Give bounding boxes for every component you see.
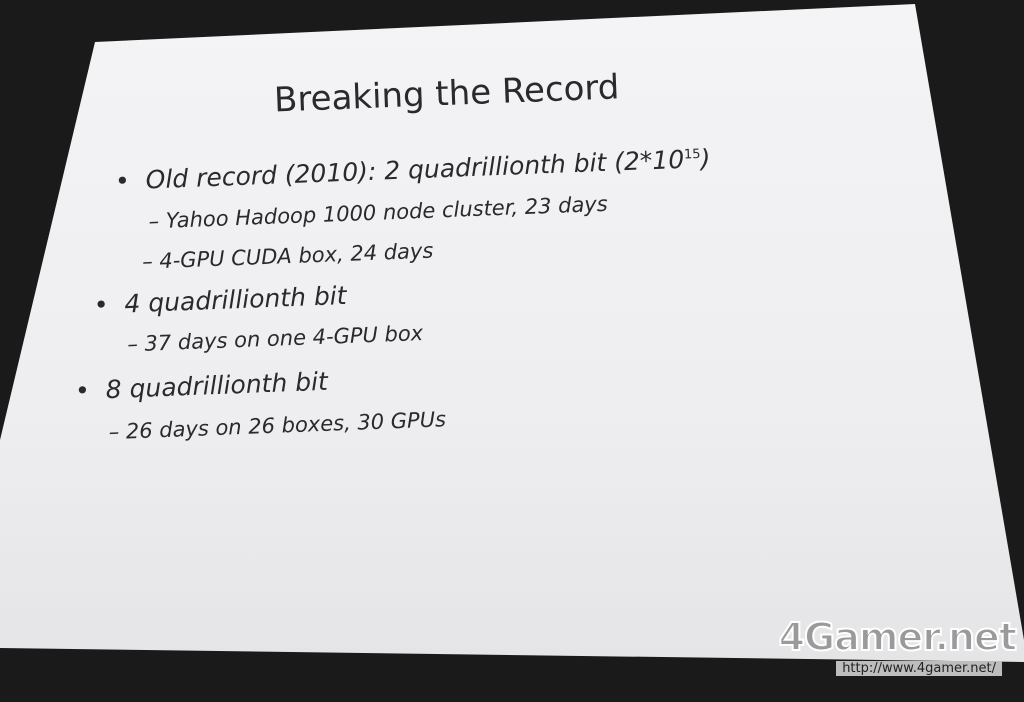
bullet-3: • 8 quadrillionth bit [74,366,329,406]
watermark-logo: 4Gamer.net [778,614,1018,660]
bullet-2: • 4 quadrillionth bit [93,280,348,320]
sub-bullet: – 4-GPU CUDA box, 24 days [141,238,434,274]
sub-bullet: – 37 days on one 4-GPU box [126,321,424,357]
slide-title: Breaking the Record [273,67,621,121]
projected-slide [0,4,1024,662]
sub-bullet: – Yahoo Hadoop 1000 node cluster, 23 day… [148,191,609,234]
sub-bullet: – 26 days on 26 boxes, 30 GPUs [108,407,447,445]
watermark-url: http://www.4gamer.net/ [836,661,1002,676]
bullet-1: • Old record (2010): 2 quadrillionth bit… [114,143,711,196]
